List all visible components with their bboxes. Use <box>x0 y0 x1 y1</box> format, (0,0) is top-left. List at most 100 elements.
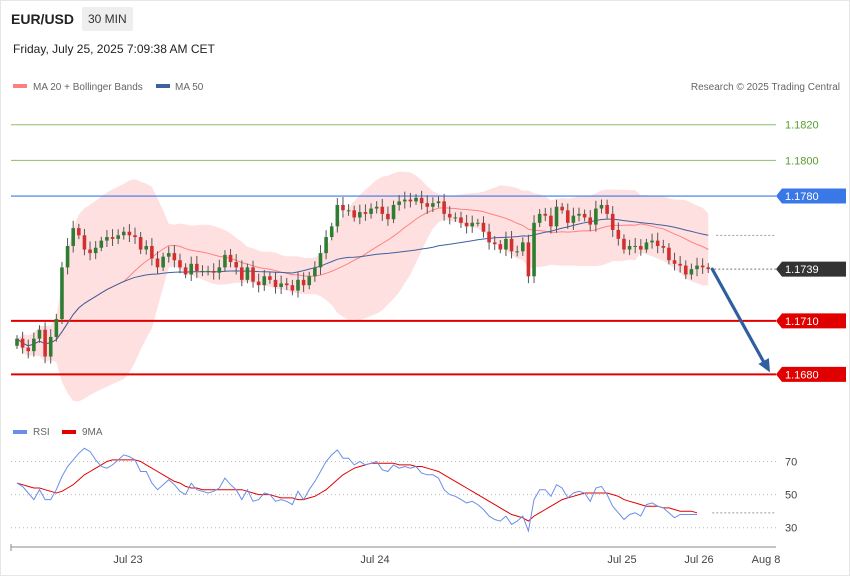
candle-body <box>15 338 19 346</box>
candle-body <box>189 263 194 275</box>
candle <box>324 230 328 260</box>
candle-body <box>695 265 699 270</box>
candle <box>206 265 210 276</box>
candle-body <box>605 204 609 214</box>
candle <box>560 202 564 214</box>
candle <box>20 331 25 354</box>
candle <box>178 253 182 274</box>
candle-body <box>672 260 677 264</box>
legend-swatch-rsi <box>13 430 27 434</box>
candle-body <box>290 285 295 291</box>
candle <box>594 200 598 232</box>
candle-body <box>560 206 564 211</box>
candle <box>695 257 699 277</box>
candle-body <box>341 204 345 211</box>
candle <box>54 313 59 342</box>
candle <box>509 230 514 259</box>
candle-body <box>279 283 283 287</box>
candle-body <box>284 283 289 286</box>
candle-body <box>509 238 514 252</box>
candle <box>32 332 36 357</box>
candle <box>549 207 553 234</box>
legend-label-rsi: RSI <box>33 427 50 438</box>
candle <box>189 256 194 281</box>
candle <box>369 203 373 219</box>
candle-body <box>374 206 379 209</box>
level-tag-1.1739 <box>776 261 846 277</box>
candle <box>313 261 317 282</box>
candle <box>296 272 300 298</box>
candle-body <box>689 269 694 275</box>
candle-body <box>554 206 559 227</box>
candle <box>341 196 345 218</box>
candle-body <box>127 231 132 236</box>
candle-body <box>498 244 503 250</box>
candle-body <box>622 238 626 250</box>
candle-body <box>610 213 615 230</box>
candle-body <box>251 267 255 282</box>
candle-body <box>526 242 531 277</box>
candle-body <box>616 229 621 239</box>
ma20-line <box>16 207 709 347</box>
x-tick-label: Jul 23 <box>113 554 142 566</box>
candle-body <box>678 263 682 266</box>
candle <box>77 223 81 240</box>
rsi-line <box>16 447 697 533</box>
candle <box>71 220 75 253</box>
candle <box>240 260 244 287</box>
candle <box>150 238 154 266</box>
candle-body <box>644 242 649 250</box>
rsi-tick-label-50: 50 <box>785 490 797 502</box>
forecast-arrow-head <box>758 358 770 373</box>
candle-body <box>82 235 87 250</box>
x-axis: Jul 23 Jul 24 Jul 25 Jul 26 Aug 8 <box>10 544 780 566</box>
candle <box>386 206 390 226</box>
level-tag-1.1710 <box>776 313 846 329</box>
x-tick-label: Jul 24 <box>360 554 389 566</box>
candle-body <box>318 253 323 268</box>
x-tick-label: Jul 26 <box>684 554 713 566</box>
candle-body <box>352 210 356 218</box>
candle <box>622 234 626 254</box>
candle <box>301 272 306 292</box>
candle-body <box>105 237 109 241</box>
rsi-tick-label-30: 30 <box>785 523 797 535</box>
candle <box>318 245 323 275</box>
candle-body <box>419 197 424 204</box>
candle-body <box>20 338 25 348</box>
candle <box>105 230 109 247</box>
level-label-1.1710: 1.1710 <box>785 316 819 328</box>
candle-body <box>582 213 587 218</box>
candle <box>307 271 312 290</box>
candle <box>644 238 649 253</box>
candle-body <box>178 260 182 268</box>
candle <box>268 271 272 284</box>
timeframe-badge[interactable]: 30 MIN <box>82 7 133 31</box>
candle-body <box>54 319 59 337</box>
candle-body <box>397 201 401 205</box>
candle-body <box>447 213 452 218</box>
candle-body <box>543 213 548 216</box>
candle-body <box>532 222 536 277</box>
candle-body <box>77 228 81 236</box>
candle <box>15 335 19 350</box>
price-labels: 1.1820 1.1800 1.1780 1.1739 1.1710 1.1680 <box>776 120 846 382</box>
candle-body <box>627 245 632 250</box>
candle-body <box>211 270 216 273</box>
candle-body <box>633 245 637 247</box>
candle-body <box>301 279 306 286</box>
rsi-ma-line <box>16 459 698 522</box>
candle <box>537 209 542 228</box>
candle-body <box>307 276 312 286</box>
bollinger-bands <box>17 171 709 402</box>
candle <box>610 206 615 237</box>
candle <box>65 238 70 275</box>
candle-body <box>245 267 250 280</box>
candle <box>279 275 283 295</box>
candle <box>492 235 497 251</box>
candle-body <box>453 217 458 219</box>
candle <box>155 251 160 274</box>
moving-averages <box>16 207 709 347</box>
candle-body <box>431 203 435 207</box>
